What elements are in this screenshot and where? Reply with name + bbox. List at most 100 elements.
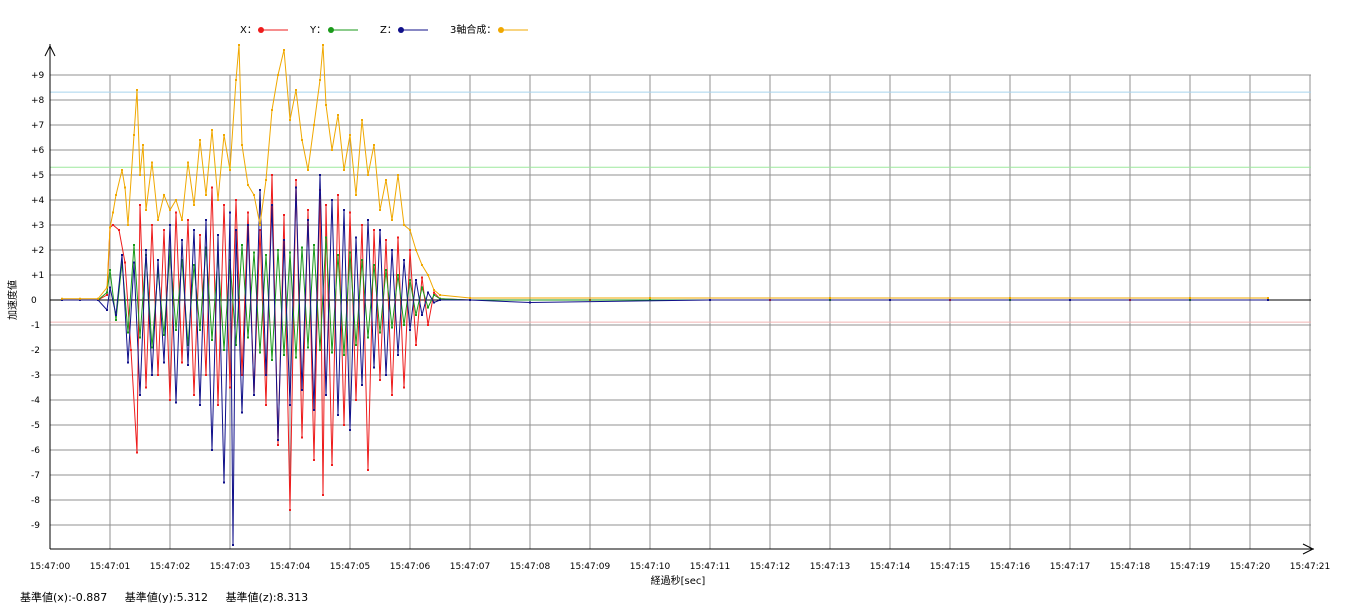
data-point — [283, 354, 285, 356]
data-point — [349, 211, 351, 214]
data-point — [235, 79, 237, 81]
x-tick-label: 15:47:02 — [150, 562, 190, 572]
data-point — [145, 209, 147, 211]
data-point — [205, 246, 207, 249]
legend-label: Z： — [380, 25, 397, 36]
data-point — [313, 409, 315, 411]
data-point — [319, 349, 321, 351]
y-tick-label: -1 — [31, 321, 40, 331]
data-point — [241, 374, 243, 376]
legend-item: 3軸合成： — [450, 23, 528, 36]
y-axis-label: 加速度値 — [6, 280, 19, 320]
data-point — [367, 174, 369, 176]
y-tick-label: -7 — [31, 471, 40, 481]
data-point — [142, 144, 144, 146]
data-point — [259, 189, 261, 191]
reference-z-value: 基準値(z):8.313 — [225, 591, 309, 604]
data-point — [223, 481, 225, 484]
data-point — [145, 249, 147, 251]
data-point — [241, 411, 243, 414]
data-point — [1189, 297, 1191, 299]
data-point — [253, 251, 255, 254]
data-point — [367, 219, 369, 221]
data-point — [253, 194, 255, 196]
data-point — [211, 339, 213, 341]
data-point — [469, 299, 471, 301]
data-point — [325, 204, 327, 206]
data-point — [283, 214, 285, 216]
data-point — [271, 359, 273, 361]
data-point — [169, 399, 171, 401]
data-point — [199, 234, 201, 236]
data-point — [361, 224, 363, 226]
x-tick-label: 15:47:21 — [1290, 562, 1330, 572]
data-point — [319, 79, 321, 81]
data-point — [439, 299, 441, 301]
data-point — [106, 294, 108, 296]
data-point — [403, 259, 405, 261]
data-point — [433, 294, 435, 296]
reference-x-value: 基準値(x):-0.887 — [20, 591, 108, 604]
data-point — [322, 44, 324, 46]
data-point — [397, 236, 399, 239]
data-point — [415, 279, 417, 281]
x-tick-label: 15:47:04 — [270, 562, 311, 572]
data-point — [130, 349, 132, 351]
data-point — [139, 394, 141, 396]
data-point — [139, 174, 141, 176]
x-axis-arrow — [1302, 543, 1315, 555]
data-point — [295, 186, 297, 189]
data-point — [409, 229, 411, 231]
x-tick-label: 15:47:14 — [870, 562, 911, 572]
data-point — [277, 249, 279, 251]
data-point — [133, 134, 135, 136]
y-tick-label: -5 — [31, 421, 40, 431]
data-point — [313, 124, 315, 126]
data-point — [193, 204, 195, 206]
legend-swatch-dot — [398, 27, 404, 33]
y-tick-label: +6 — [31, 146, 45, 156]
data-point — [211, 129, 213, 131]
data-point — [106, 286, 108, 289]
data-point — [121, 254, 123, 256]
data-point — [112, 211, 114, 214]
data-point — [271, 204, 273, 206]
data-point — [301, 246, 303, 249]
data-point — [337, 414, 339, 416]
data-point — [61, 297, 63, 300]
data-point — [238, 44, 240, 46]
data-point — [187, 219, 189, 221]
data-point — [109, 226, 111, 229]
x-tick-label: 15:47:18 — [1110, 562, 1151, 572]
data-point — [385, 269, 387, 271]
data-point — [325, 394, 327, 396]
data-point — [133, 261, 135, 264]
data-point — [115, 319, 117, 321]
data-point — [307, 346, 309, 349]
data-point — [301, 436, 303, 439]
data-point — [109, 269, 111, 271]
data-point — [163, 334, 165, 336]
data-point — [265, 374, 267, 376]
data-point — [187, 161, 189, 164]
data-point — [265, 254, 267, 256]
data-point — [409, 279, 411, 281]
data-point — [247, 336, 249, 339]
data-point — [277, 439, 279, 441]
x-tick-label: 15:47:16 — [990, 562, 1031, 572]
data-point — [829, 297, 831, 299]
data-point — [211, 449, 213, 451]
data-point — [115, 314, 117, 316]
data-point — [709, 299, 711, 301]
y-tick-label: +7 — [31, 121, 44, 131]
data-point — [151, 346, 153, 349]
data-point — [139, 336, 141, 339]
data-point — [439, 294, 441, 296]
data-point — [379, 331, 381, 334]
data-point — [247, 184, 249, 186]
data-point — [355, 194, 357, 196]
data-point — [265, 179, 267, 181]
data-point — [181, 219, 183, 221]
data-point — [289, 509, 291, 511]
